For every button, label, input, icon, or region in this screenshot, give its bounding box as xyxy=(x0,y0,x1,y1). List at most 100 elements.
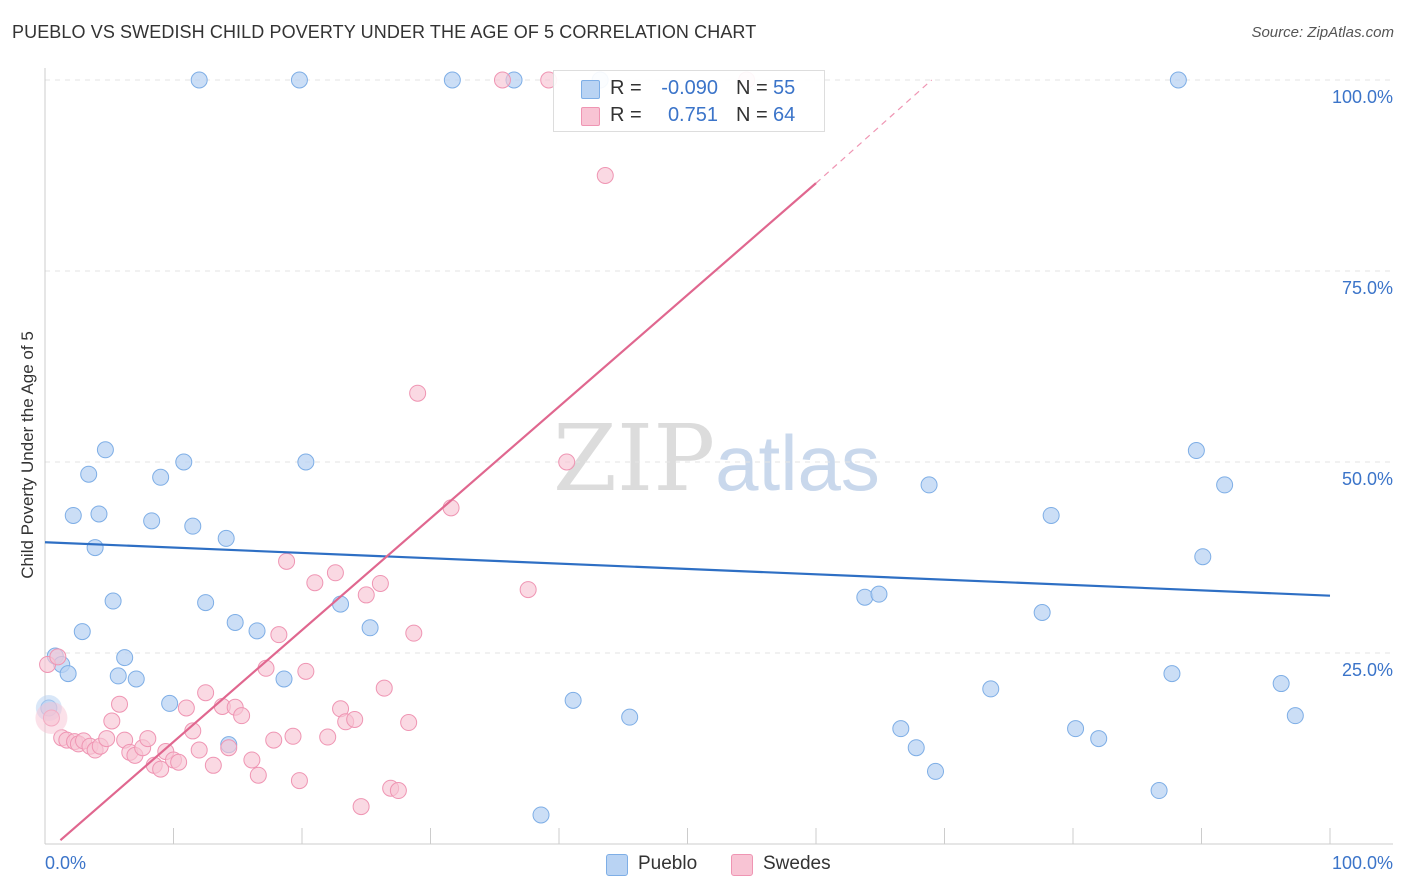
n-label: N = xyxy=(736,104,768,126)
pueblo-point xyxy=(927,762,945,780)
y-tick-label: 75.0% xyxy=(1342,278,1393,298)
swedes-point xyxy=(139,730,157,748)
swedes-point xyxy=(197,684,215,702)
swedes-point xyxy=(233,707,251,725)
swedes-trend-line xyxy=(59,182,817,842)
swedes-point xyxy=(297,662,315,680)
pueblo-point xyxy=(248,622,266,640)
stats-box: R = -0.090 N = 55 R = 0.751 N = 64 xyxy=(553,70,825,132)
swedes-point xyxy=(371,574,389,592)
pueblo-point xyxy=(361,619,379,637)
pueblo-point xyxy=(297,453,315,471)
pueblo-point xyxy=(143,512,161,530)
pueblo-point xyxy=(1272,675,1290,693)
x-tick-label-end: 100.0% xyxy=(1332,853,1393,873)
pueblo-point xyxy=(90,505,108,523)
grid-lines xyxy=(45,79,1393,654)
stats-row-pueblo: R = -0.090 N = 55 xyxy=(554,75,824,101)
swedes-point xyxy=(284,727,302,745)
pueblo-point xyxy=(532,806,550,824)
pueblo-point xyxy=(127,670,145,688)
swedes-point xyxy=(493,71,511,89)
swedes-point xyxy=(352,798,370,816)
swedes-point xyxy=(409,384,427,402)
pueblo-series xyxy=(35,71,1304,824)
stats-row-swedes: R = 0.751 N = 64 xyxy=(554,102,824,128)
swedes-point xyxy=(357,586,375,604)
pueblo-point xyxy=(184,517,202,535)
swedes-point xyxy=(204,756,222,774)
swedes-point xyxy=(558,453,576,471)
swedes-point xyxy=(290,772,308,790)
r-value: -0.090 xyxy=(661,77,718,99)
watermark-atlas: atlas xyxy=(715,419,880,507)
swedes-series xyxy=(35,71,756,816)
pueblo-point xyxy=(96,441,114,459)
pueblo-point xyxy=(116,649,134,667)
pueblo-point xyxy=(920,476,938,494)
swedes-point xyxy=(405,624,423,642)
swedes-trend-extension xyxy=(815,79,933,184)
tick-labels: 25.0% 50.0% 75.0% 100.0% 0.0% 100.0% xyxy=(45,87,1393,873)
swedes-point xyxy=(49,648,67,666)
swedes-point xyxy=(278,552,296,570)
r-value: 0.751 xyxy=(667,104,718,126)
n-value: 55 xyxy=(773,77,796,99)
watermark-zip: ZIP xyxy=(553,405,716,512)
chart-title: PUEBLO VS SWEDISH CHILD POVERTY UNDER TH… xyxy=(12,22,757,42)
swedes-point xyxy=(270,626,288,644)
pueblo-point xyxy=(152,468,170,486)
swedes-point xyxy=(400,714,418,732)
pueblo-point xyxy=(109,667,127,685)
pueblo-point xyxy=(332,595,350,613)
legend-label: Swedes xyxy=(763,853,831,874)
pueblo-point xyxy=(1033,604,1051,622)
pueblo-point xyxy=(443,71,461,89)
pueblo-point xyxy=(59,665,77,683)
pueblo-point xyxy=(73,623,91,641)
x-tick-label-start: 0.0% xyxy=(45,853,86,873)
swedes-point xyxy=(190,741,208,759)
r-label: R = xyxy=(610,104,642,126)
pueblo-point xyxy=(217,529,235,547)
pueblo-point xyxy=(175,453,193,471)
swedes-point xyxy=(265,731,283,749)
pueblo-point xyxy=(870,585,888,603)
swedes-point xyxy=(103,712,121,730)
swedes-point xyxy=(98,730,116,748)
pueblo-point xyxy=(564,691,582,709)
pueblo-point xyxy=(64,506,82,524)
swedes-swatch xyxy=(581,107,600,126)
pueblo-point xyxy=(1067,720,1085,738)
trend-lines xyxy=(44,79,1331,842)
n-value: 64 xyxy=(773,104,796,126)
swedes-cluster-point xyxy=(35,701,68,734)
y-tick-label: 100.0% xyxy=(1332,87,1393,107)
swedes-point xyxy=(326,564,344,582)
swedes-point xyxy=(177,699,195,717)
pueblo-legend-swatch xyxy=(606,854,628,876)
pueblo-point xyxy=(907,739,925,757)
pueblo-point xyxy=(1090,730,1108,748)
r-label: R = xyxy=(610,77,642,99)
swedes-point xyxy=(389,782,407,800)
pueblo-point xyxy=(80,465,98,483)
pueblo-point xyxy=(226,613,244,631)
y-tick-label: 50.0% xyxy=(1342,469,1393,489)
source-label: Source: ZipAtlas.com xyxy=(1251,24,1394,41)
swedes-point xyxy=(596,167,614,184)
pueblo-point xyxy=(1150,782,1168,800)
pueblo-point xyxy=(1169,71,1187,89)
swedes-point xyxy=(170,753,188,771)
swedes-point xyxy=(442,499,460,517)
pueblo-point xyxy=(856,588,874,606)
pueblo-point xyxy=(982,680,1000,698)
swedes-point xyxy=(249,766,267,784)
swedes-point xyxy=(319,728,337,746)
pueblo-point xyxy=(892,720,910,738)
pueblo-point xyxy=(86,539,104,557)
swedes-point xyxy=(346,710,364,728)
swedes-point xyxy=(111,695,129,713)
swedes-point xyxy=(243,751,261,769)
